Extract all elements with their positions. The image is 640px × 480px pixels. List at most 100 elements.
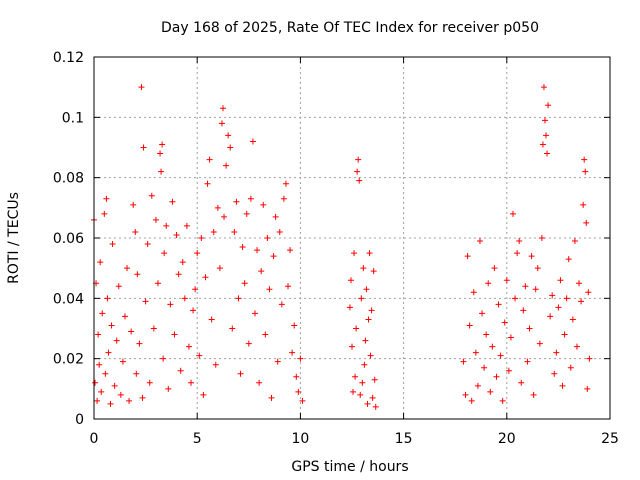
data-point: [200, 391, 207, 398]
data-point: [107, 400, 114, 407]
data-point: [464, 253, 471, 260]
data-point: [274, 358, 281, 365]
data-point: [175, 271, 182, 278]
data-point: [499, 397, 506, 404]
data-point: [351, 250, 358, 257]
y-tick-label: 0: [75, 412, 84, 428]
data-point: [139, 394, 146, 401]
data-point: [268, 394, 275, 401]
data-point: [160, 355, 167, 362]
data-point: [258, 268, 265, 275]
data-point: [276, 228, 283, 235]
data-point: [126, 397, 133, 404]
data-point: [534, 265, 541, 272]
data-point: [202, 274, 209, 281]
data-point: [495, 301, 502, 308]
x-tick-label: 15: [395, 431, 413, 447]
data-point: [468, 397, 475, 404]
y-tick-label: 0.08: [53, 171, 84, 187]
data-point: [140, 144, 147, 151]
data-point: [169, 198, 176, 205]
data-point: [481, 364, 488, 371]
data-point: [266, 286, 273, 293]
data-point: [190, 307, 197, 314]
data-point: [369, 394, 376, 401]
data-point: [372, 403, 379, 410]
data-point: [352, 373, 359, 380]
data-point: [520, 307, 527, 314]
data-point: [346, 304, 353, 311]
data-point: [185, 343, 192, 350]
data-point: [584, 385, 591, 392]
data-point: [218, 120, 225, 127]
data-point: [293, 373, 300, 380]
data-point: [368, 307, 375, 314]
data-point: [573, 343, 580, 350]
data-point: [102, 370, 109, 377]
data-point: [128, 328, 135, 335]
chart-title: Day 168 of 2025, Rate Of TEC Index for r…: [161, 20, 539, 36]
data-point: [503, 277, 510, 284]
data-point: [223, 162, 230, 169]
data-point: [146, 379, 153, 386]
data-point: [130, 201, 137, 208]
data-point: [150, 325, 157, 332]
data-point: [117, 391, 124, 398]
data-point: [188, 379, 195, 386]
data-point: [103, 195, 110, 202]
x-tick-label: 0: [90, 431, 99, 447]
data-point: [194, 250, 201, 257]
data-point: [295, 388, 302, 395]
data-point: [362, 337, 369, 344]
data-point: [297, 355, 304, 362]
data-point: [136, 340, 143, 347]
data-point: [532, 286, 539, 293]
data-point: [251, 310, 258, 317]
data-point: [179, 259, 186, 266]
data-point: [287, 247, 294, 254]
data-point: [476, 238, 483, 245]
data-point: [349, 343, 355, 350]
data-point: [99, 310, 106, 317]
data-point: [282, 180, 289, 187]
data-point: [460, 358, 467, 365]
data-point: [530, 391, 537, 398]
data-point: [470, 289, 477, 296]
data-point: [133, 370, 140, 377]
data-point: [152, 216, 159, 223]
data-point: [358, 295, 365, 302]
data-point: [549, 292, 556, 299]
data-point: [361, 361, 368, 368]
data-point: [360, 265, 367, 272]
data-point: [108, 322, 115, 329]
data-point: [557, 277, 564, 284]
data-point: [196, 352, 203, 359]
data-point: [158, 168, 165, 175]
data-point: [356, 177, 363, 184]
data-point: [210, 228, 217, 235]
data-point: [94, 397, 101, 404]
data-point: [541, 117, 548, 124]
data-point: [536, 340, 543, 347]
data-point: [514, 250, 521, 257]
data-point: [512, 295, 519, 302]
data-point: [198, 235, 205, 241]
data-point: [181, 295, 188, 302]
data-point: [526, 325, 533, 332]
x-tick-label: 25: [601, 431, 619, 447]
data-point: [208, 316, 215, 323]
data-point: [509, 210, 516, 217]
data-point: [245, 340, 252, 347]
data-point: [363, 286, 370, 293]
data-point: [491, 265, 498, 272]
data-point: [225, 132, 232, 139]
data-point: [285, 283, 292, 290]
data-point: [364, 400, 371, 407]
data-point: [254, 247, 261, 254]
data-point: [243, 210, 250, 217]
data-point: [583, 219, 590, 226]
y-tick-label: 0.06: [53, 231, 84, 247]
data-point: [237, 370, 244, 377]
data-point: [489, 343, 496, 350]
data-point: [148, 192, 155, 199]
